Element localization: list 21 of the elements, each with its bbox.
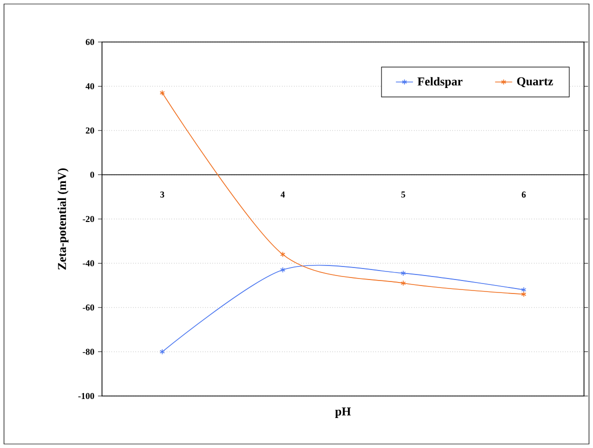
y-tick-label: 0: [90, 172, 94, 178]
y-tick-label: -60: [82, 304, 94, 311]
legend-label: Feldspar: [418, 77, 462, 88]
y-tick-label: -80: [82, 348, 94, 355]
x-tick-label: 6: [522, 192, 526, 198]
y-tick-label: -20: [82, 216, 94, 222]
x-tick-label: 4: [280, 192, 285, 198]
y-axis-title: Zeta-potential (mV): [58, 168, 68, 270]
x-tick-label: 3: [160, 192, 164, 198]
point: [400, 280, 406, 286]
point: [280, 252, 286, 258]
y-tick-label: 20: [86, 127, 94, 134]
point: [400, 270, 406, 276]
y-tick-label: -40: [82, 260, 94, 266]
legend-label: Quartz: [517, 77, 553, 88]
y-tick-label: 40: [86, 83, 94, 90]
x-axis-title: pH: [335, 408, 351, 418]
x-tick-label: 5: [401, 192, 406, 198]
point: [280, 266, 286, 273]
y-tick-label: 60: [86, 38, 94, 46]
y-tick-label: -100: [78, 392, 94, 400]
